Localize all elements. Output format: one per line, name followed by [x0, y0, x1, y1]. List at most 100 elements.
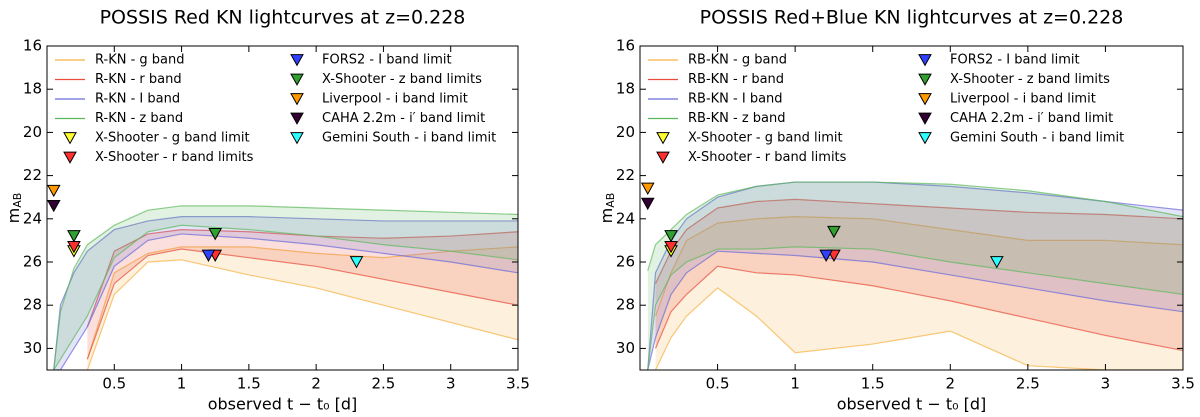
y-tick-label: 24	[23, 209, 42, 227]
chart-left: POSSIS Red KN lightcurves at z=0.228 obse…	[4, 7, 530, 414]
legend-label: X-Shooter - g band limit	[95, 131, 250, 146]
legend-swatch	[918, 54, 932, 67]
y-tick-label: 18	[23, 80, 42, 98]
legend-label: X-Shooter - z band limits	[322, 72, 482, 87]
legend-label: RB-KN - r band	[688, 72, 784, 87]
limit-marker	[67, 230, 81, 243]
band-area	[53, 216, 518, 370]
legend-swatch	[290, 112, 304, 125]
legend-label: R-KN - I band	[95, 92, 180, 107]
y-tick-label: 26	[23, 253, 42, 271]
band-edge	[86, 246, 518, 360]
y-tick-label: 26	[616, 253, 635, 271]
legend-swatch	[290, 93, 304, 106]
band-area	[647, 182, 1183, 370]
legend-label: RB-KN - z band	[688, 111, 786, 126]
y-axis-label: mAB	[600, 193, 617, 224]
y-tick-label: 22	[616, 166, 635, 184]
band-edge	[86, 248, 518, 360]
y-tick-label: 20	[23, 123, 42, 141]
y-label-sub: AB	[604, 193, 617, 208]
legend-label: FORS2 - I band limit	[950, 53, 1080, 68]
limit-marker	[349, 256, 364, 269]
legend-swatch	[918, 73, 932, 86]
band-edge	[86, 259, 518, 370]
y-tick-label: 16	[616, 37, 635, 55]
limit-marker	[208, 228, 223, 241]
legend-label: Gemini South - i band limit	[950, 131, 1124, 146]
band-edge	[53, 216, 518, 370]
plot-frame	[46, 45, 519, 371]
y-tick-label: 22	[23, 166, 42, 184]
legend-swatch	[290, 54, 304, 67]
band-area	[655, 199, 1183, 351]
y-tick-label: 30	[23, 339, 42, 357]
legend-swatch	[656, 132, 670, 145]
x-tick-label: 3.5	[506, 375, 530, 393]
x-tick-label: 3.5	[1171, 375, 1195, 393]
x-tick-label: 3	[1101, 375, 1111, 393]
band-area	[87, 246, 518, 370]
legend: RB-KN - g band RB-KN - r band RB-KN - I ba…	[648, 53, 1124, 165]
x-tick-label: 2	[946, 375, 956, 393]
plot-area	[640, 181, 1183, 370]
band-edge	[53, 205, 518, 370]
chart-right: POSSIS Red+Blue KN lightcurves at z=0.22…	[600, 7, 1195, 414]
band-edge	[86, 228, 518, 328]
legend-label: X-Shooter - z band limits	[950, 72, 1110, 87]
limit-marker	[664, 230, 678, 243]
band-area	[647, 182, 1183, 370]
legend-swatch	[63, 151, 77, 164]
band-area	[87, 229, 518, 360]
x-tick-label: 2	[311, 375, 321, 393]
limit-marker	[640, 182, 655, 195]
y-tick-label: 28	[616, 296, 635, 314]
legend-label: RB-KN - I band	[688, 92, 783, 107]
legend-label: FORS2 - I band limit	[322, 53, 452, 68]
legend-label: Liverpool - i band limit	[322, 92, 468, 107]
y-label-sub: AB	[11, 193, 24, 208]
legend-label: Gemini South - i band limit	[322, 131, 496, 146]
chart-title: POSSIS Red+Blue KN lightcurves at z=0.22…	[700, 7, 1124, 29]
plot-area	[47, 184, 518, 370]
limit-marker	[827, 225, 841, 239]
band-edge	[53, 224, 518, 370]
band-edge	[53, 233, 518, 370]
y-tick-label: 18	[616, 80, 635, 98]
y-label-main: m	[600, 208, 616, 224]
x-tick-label: 0.5	[102, 375, 126, 393]
legend-swatch	[290, 132, 304, 145]
legend-swatch	[656, 151, 670, 164]
legend-label: R-KN - r band	[95, 72, 182, 87]
plot-frame	[639, 45, 1184, 371]
legend-label: Liverpool - i band limit	[950, 92, 1096, 107]
x-tick-label: 1.5	[237, 375, 261, 393]
legend: R-KN - g band R-KN - r band R-KN - I band R…	[55, 53, 496, 165]
legend-swatch	[290, 73, 304, 86]
y-tick-label: 30	[616, 339, 635, 357]
legend-label: CAHA 2.2m - i′ band limit	[950, 111, 1113, 126]
x-tick-label: 1	[177, 375, 187, 393]
legend-swatch	[918, 112, 932, 125]
limit-marker	[47, 184, 61, 198]
x-tick-label: 2.5	[371, 375, 395, 393]
x-tick-label: 1.5	[861, 375, 885, 393]
legend-label: R-KN - g band	[95, 53, 185, 68]
limit-marker	[989, 256, 1004, 269]
x-axis-label: observed t − t₀ [d]	[208, 395, 358, 414]
chart-title: POSSIS Red KN lightcurves at z=0.228	[100, 7, 466, 29]
band-edge	[654, 265, 1183, 352]
y-tick-label: 28	[23, 296, 42, 314]
legend-label: RB-KN - g band	[688, 53, 787, 68]
legend-swatch	[918, 93, 932, 106]
y-tick-label: 20	[616, 123, 635, 141]
limit-marker	[640, 197, 655, 211]
legend-label: CAHA 2.2m - i′ band limit	[322, 111, 485, 126]
limit-marker	[201, 249, 216, 262]
x-tick-label: 1	[790, 375, 800, 393]
band-edge	[647, 246, 1183, 370]
x-tick-label: 3	[446, 375, 456, 393]
legend-label: X-Shooter - r band limits	[688, 150, 847, 165]
band-area	[53, 205, 518, 370]
y-label-main: m	[4, 208, 23, 224]
